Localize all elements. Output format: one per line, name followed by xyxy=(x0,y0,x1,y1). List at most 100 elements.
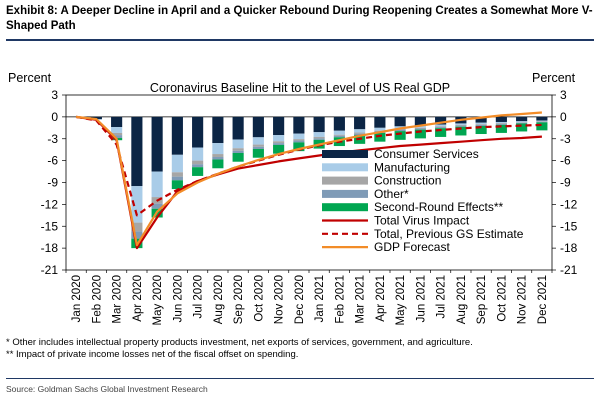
legend-label: Consumer Services xyxy=(374,147,479,161)
legend-label: Manufacturing xyxy=(374,160,450,174)
bar-segment xyxy=(273,116,285,136)
bar-segment xyxy=(131,222,143,232)
legend-swatch xyxy=(322,176,368,185)
bar-segment xyxy=(232,148,244,151)
right-tick-label: -18 xyxy=(560,241,578,255)
bar-segment xyxy=(273,141,285,144)
x-tick-label: Apr 2020 xyxy=(132,275,144,322)
bar-segment xyxy=(354,132,366,134)
bar-segment xyxy=(151,171,163,198)
series-line xyxy=(75,111,542,247)
bar-segment xyxy=(414,125,426,128)
bar-segment xyxy=(192,167,204,176)
line-series xyxy=(75,111,542,250)
legend-label: Other* xyxy=(374,187,409,201)
bar-segment xyxy=(516,116,528,122)
bar-segment xyxy=(516,123,528,132)
bar-segment xyxy=(333,116,345,131)
bar-segment xyxy=(435,124,447,127)
bar-segment xyxy=(475,124,487,126)
bar-segment xyxy=(495,124,507,133)
bar-segment xyxy=(232,150,244,153)
footnote-second-round: ** Impact of private income losses net o… xyxy=(6,349,299,360)
bar-segment xyxy=(536,120,548,122)
legend-label: Total Virus Impact xyxy=(374,214,470,228)
left-tick-label: -15 xyxy=(41,219,59,233)
series-line xyxy=(75,115,542,250)
title-divider xyxy=(6,39,594,41)
left-tick-label: 3 xyxy=(51,88,58,102)
bar-segment xyxy=(435,127,447,129)
bar-segment xyxy=(475,122,487,125)
legend-label: GDP Forecast xyxy=(374,240,450,254)
x-tick-label: Jan 2021 xyxy=(314,275,326,322)
bar-segment xyxy=(435,128,447,137)
bar-segment xyxy=(232,116,244,140)
left-tick-label: -12 xyxy=(41,197,59,211)
bar-segment xyxy=(131,231,143,239)
bar-segment xyxy=(171,180,183,190)
x-tick-label: Apr 2021 xyxy=(375,275,387,322)
bar-segment xyxy=(414,127,426,129)
x-tick-label: Jan 2020 xyxy=(71,275,83,322)
bar-segment xyxy=(192,147,204,161)
x-axis-ticks: Jan 2020 Feb 2020 Mar 2020 Apr 2020 May 2020… xyxy=(65,270,553,326)
legend: Consumer ServicesManufacturingConstructi… xyxy=(322,147,524,254)
x-tick-label: Oct 2020 xyxy=(253,275,265,322)
bar-segment xyxy=(212,116,224,144)
left-tick-label: -9 xyxy=(47,176,58,190)
bar-segment xyxy=(313,136,325,139)
x-tick-label: Aug 2021 xyxy=(456,275,468,324)
bar-segment xyxy=(252,148,264,158)
bar-segment xyxy=(455,126,467,136)
legend-swatch xyxy=(322,163,368,172)
bar-segment xyxy=(293,142,305,152)
left-tick-label: -21 xyxy=(41,263,59,277)
bar-segment xyxy=(313,132,325,137)
x-tick-label: Sep 2020 xyxy=(233,275,245,324)
bar-segment xyxy=(333,135,345,138)
bar-segment xyxy=(455,125,467,127)
legend-label: Construction xyxy=(374,174,441,188)
bar-segment xyxy=(111,127,123,133)
bar-segment xyxy=(171,154,183,173)
bar-segment xyxy=(495,116,507,122)
bar-segment xyxy=(394,116,406,127)
bar-segment xyxy=(192,160,204,165)
bar-segment xyxy=(192,116,204,148)
x-tick-label: Jun 2020 xyxy=(172,275,184,322)
bar-segment xyxy=(414,116,426,126)
right-tick-label: -12 xyxy=(560,197,578,211)
x-tick-label: May 2021 xyxy=(395,275,407,326)
bar-segment xyxy=(111,135,123,139)
bar-segment xyxy=(252,137,264,145)
bar-segment xyxy=(151,203,163,209)
x-tick-label: Nov 2021 xyxy=(517,275,529,324)
left-y-ticks: 3 0 -3 -6 -9 -12 -15 -18 -21 xyxy=(41,88,66,277)
left-axis-label: Percent xyxy=(8,71,52,85)
x-tick-label: Nov 2020 xyxy=(274,275,286,324)
bar-segment xyxy=(313,138,325,140)
right-tick-label: -3 xyxy=(560,132,571,146)
x-tick-label: Feb 2021 xyxy=(334,275,346,324)
bar-segment xyxy=(151,116,163,172)
x-tick-label: Jul 2020 xyxy=(193,275,205,318)
bar-segment xyxy=(536,121,548,123)
legend-swatch xyxy=(322,189,368,198)
x-tick-label: Oct 2021 xyxy=(496,275,508,322)
bar-segment xyxy=(171,172,183,177)
bar-segment xyxy=(414,128,426,130)
bar-segment xyxy=(252,116,264,138)
bar-segment xyxy=(495,123,507,124)
x-tick-label: Jun 2021 xyxy=(415,275,427,322)
bar-segment xyxy=(495,123,507,125)
bar-segment xyxy=(293,140,305,143)
x-tick-label: Dec 2020 xyxy=(294,275,306,324)
bar-segment xyxy=(212,143,224,155)
bar-segment xyxy=(131,186,143,223)
right-tick-label: -15 xyxy=(560,219,578,233)
right-axis-label: Percent xyxy=(532,71,576,85)
bar-segment xyxy=(374,132,386,142)
bar-segment xyxy=(313,116,325,133)
bar-segment xyxy=(273,135,285,142)
